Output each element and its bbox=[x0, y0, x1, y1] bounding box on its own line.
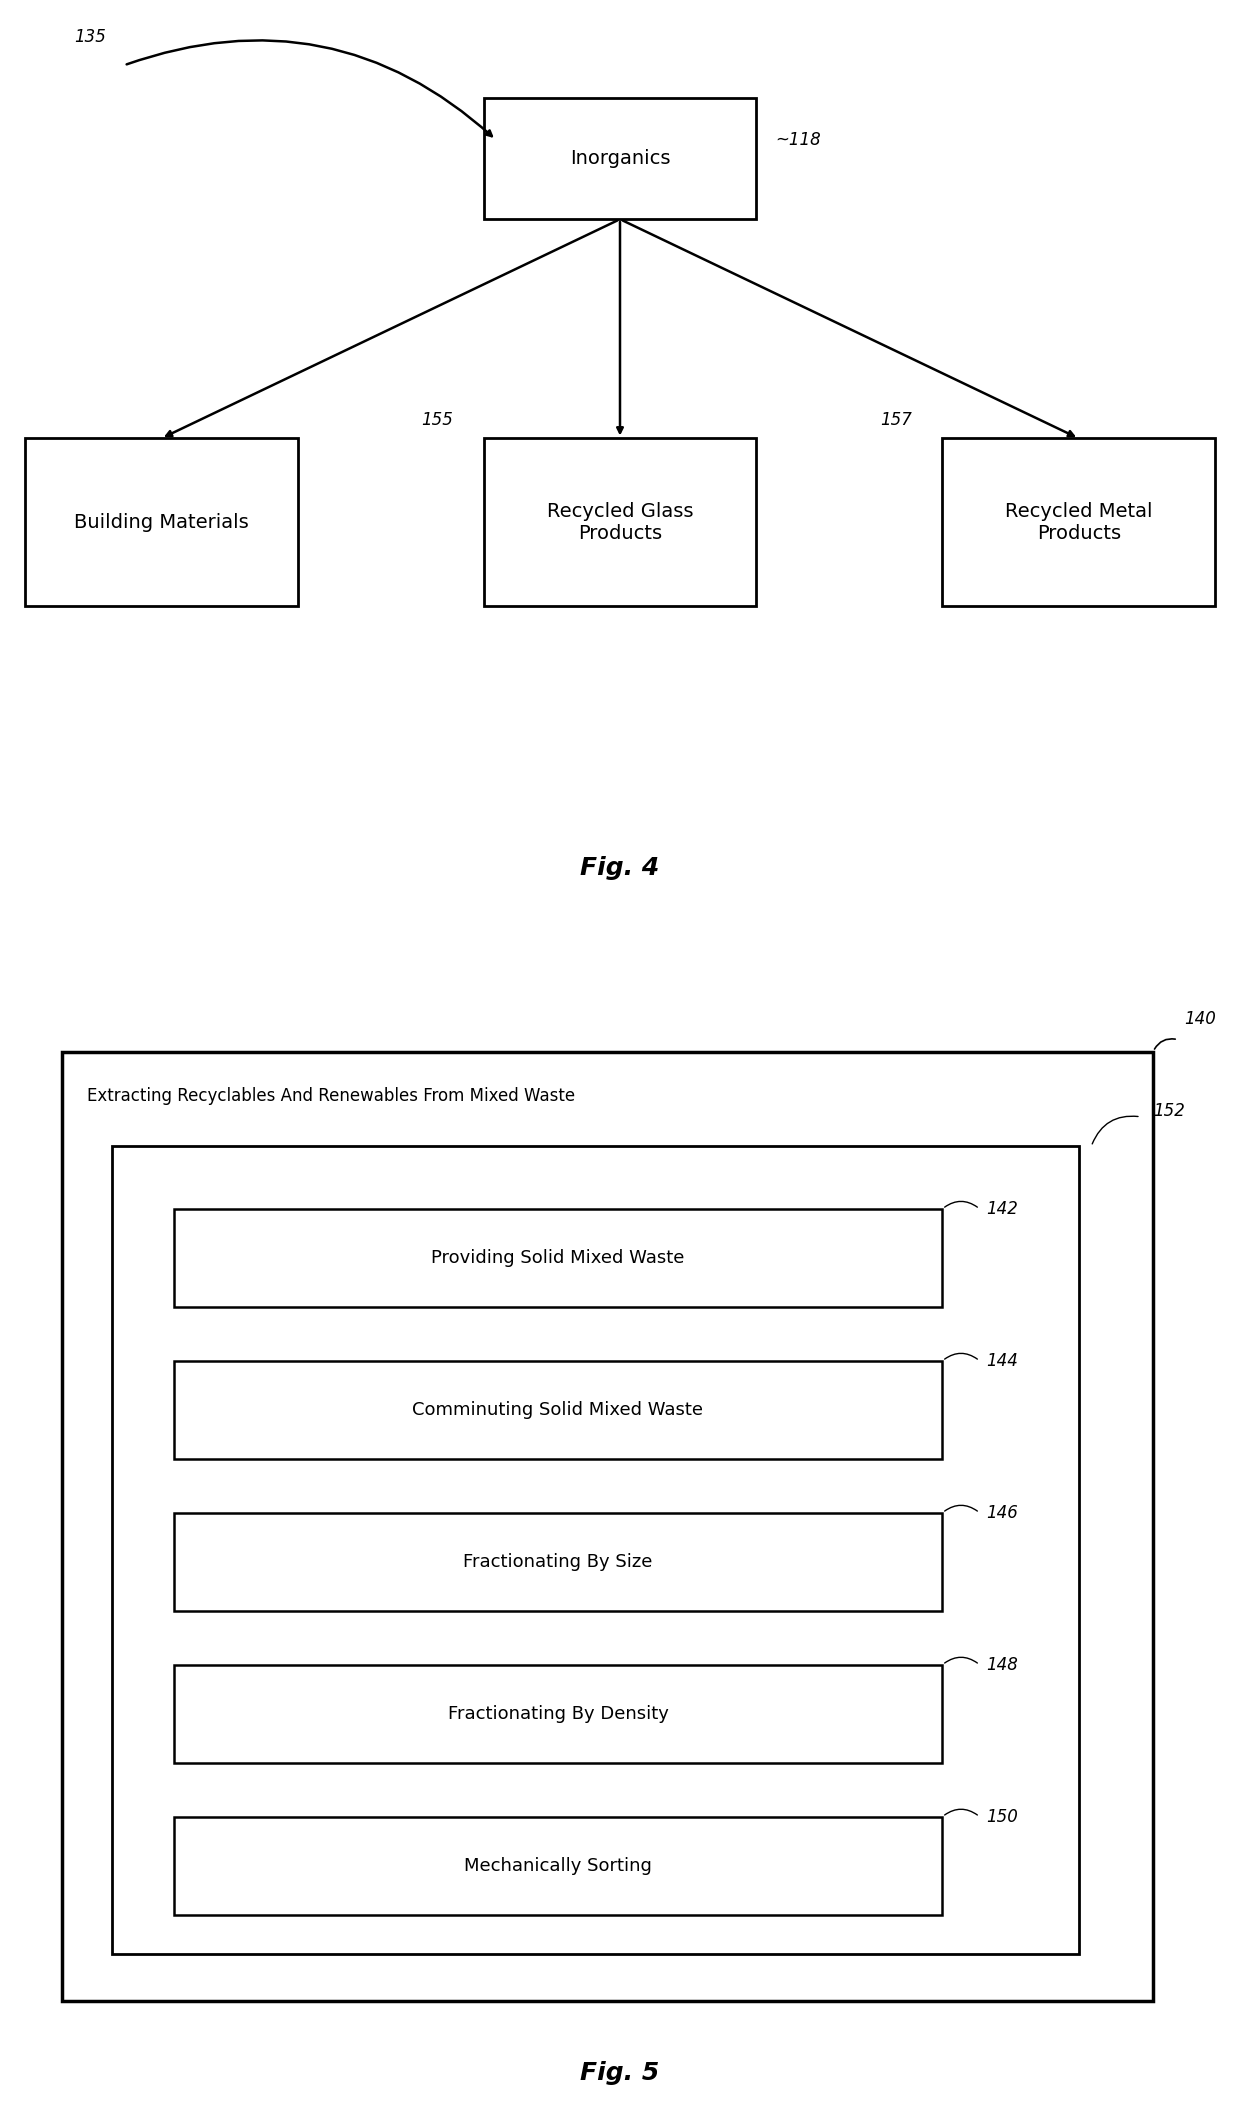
Text: Mechanically Sorting: Mechanically Sorting bbox=[464, 1857, 652, 1874]
Text: 157: 157 bbox=[880, 411, 913, 428]
Text: 150: 150 bbox=[986, 1808, 1018, 1825]
Text: Fig. 5: Fig. 5 bbox=[580, 2061, 660, 2084]
Text: Inorganics: Inorganics bbox=[569, 148, 671, 167]
Bar bbox=[112, 1147, 1079, 1955]
Text: 146: 146 bbox=[986, 1503, 1018, 1522]
Bar bbox=[174, 1664, 942, 1764]
Bar bbox=[174, 1361, 942, 1459]
Text: 142: 142 bbox=[986, 1200, 1018, 1217]
Bar bbox=[174, 1817, 942, 1914]
Text: 155: 155 bbox=[422, 411, 454, 428]
Bar bbox=[942, 439, 1215, 606]
Bar bbox=[484, 439, 756, 606]
Text: Fractionating By Density: Fractionating By Density bbox=[448, 1704, 668, 1724]
Bar bbox=[174, 1514, 942, 1611]
Text: 148: 148 bbox=[986, 1656, 1018, 1673]
Text: Recycled Metal
Products: Recycled Metal Products bbox=[1006, 502, 1152, 543]
Text: ~118: ~118 bbox=[775, 131, 821, 148]
Text: Extracting Recyclables And Renewables From Mixed Waste: Extracting Recyclables And Renewables Fr… bbox=[87, 1088, 575, 1105]
Bar bbox=[25, 439, 298, 606]
Text: Fractionating By Size: Fractionating By Size bbox=[464, 1554, 652, 1571]
Text: 140: 140 bbox=[1184, 1009, 1216, 1028]
Bar bbox=[62, 1052, 1153, 2001]
Text: Recycled Glass
Products: Recycled Glass Products bbox=[547, 502, 693, 543]
Text: Providing Solid Mixed Waste: Providing Solid Mixed Waste bbox=[432, 1249, 684, 1268]
Text: Comminuting Solid Mixed Waste: Comminuting Solid Mixed Waste bbox=[413, 1401, 703, 1418]
Text: Building Materials: Building Materials bbox=[74, 513, 248, 532]
Text: 144: 144 bbox=[986, 1353, 1018, 1370]
Bar bbox=[484, 98, 756, 218]
Text: Fig. 4: Fig. 4 bbox=[580, 856, 660, 880]
Text: 135: 135 bbox=[74, 28, 107, 47]
Text: 152: 152 bbox=[1153, 1102, 1185, 1119]
Bar bbox=[174, 1208, 942, 1308]
